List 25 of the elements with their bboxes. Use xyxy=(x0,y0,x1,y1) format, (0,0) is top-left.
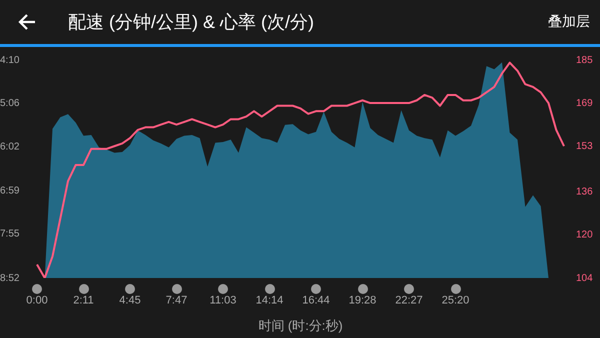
y-tick-label: 4:10 xyxy=(0,54,20,66)
x-tick-label: 25:20 xyxy=(442,294,470,307)
x-tick-label: 2:11 xyxy=(73,294,94,307)
chart-title: 配速 (分钟/公里) & 心率 (次/分) xyxy=(68,11,314,34)
x-tick-label: 22:27 xyxy=(395,294,423,307)
y-tick-label: 6:59 xyxy=(0,185,20,196)
y2-tick-label: 185 xyxy=(576,54,594,66)
y2-tick-label: 104 xyxy=(576,272,594,284)
x-tick-label: 11:03 xyxy=(210,294,236,307)
y-tick-label: 7:55 xyxy=(0,228,20,240)
y-tick-label: 8:52 xyxy=(0,272,20,284)
y2-tick-label: 153 xyxy=(576,140,594,152)
y2-tick-label: 136 xyxy=(576,186,594,198)
y-tick-label: 5:06 xyxy=(0,98,20,110)
x-tick-label: 0:00 xyxy=(26,294,48,307)
y2-tick-label: 169 xyxy=(576,98,594,109)
x-axis-title: 时间 (时:分:秒) xyxy=(258,318,343,333)
y-tick-label: 6:02 xyxy=(0,141,20,152)
y2-tick-label: 120 xyxy=(576,230,594,241)
x-tick-label: 7:47 xyxy=(166,294,188,307)
x-tick-label: 14:14 xyxy=(256,294,284,307)
x-tick-label: 19:28 xyxy=(348,294,376,307)
text: 叠加层 xyxy=(548,13,590,31)
x-tick-label: 4:45 xyxy=(119,294,141,307)
x-tick-label: 16:44 xyxy=(302,294,330,307)
